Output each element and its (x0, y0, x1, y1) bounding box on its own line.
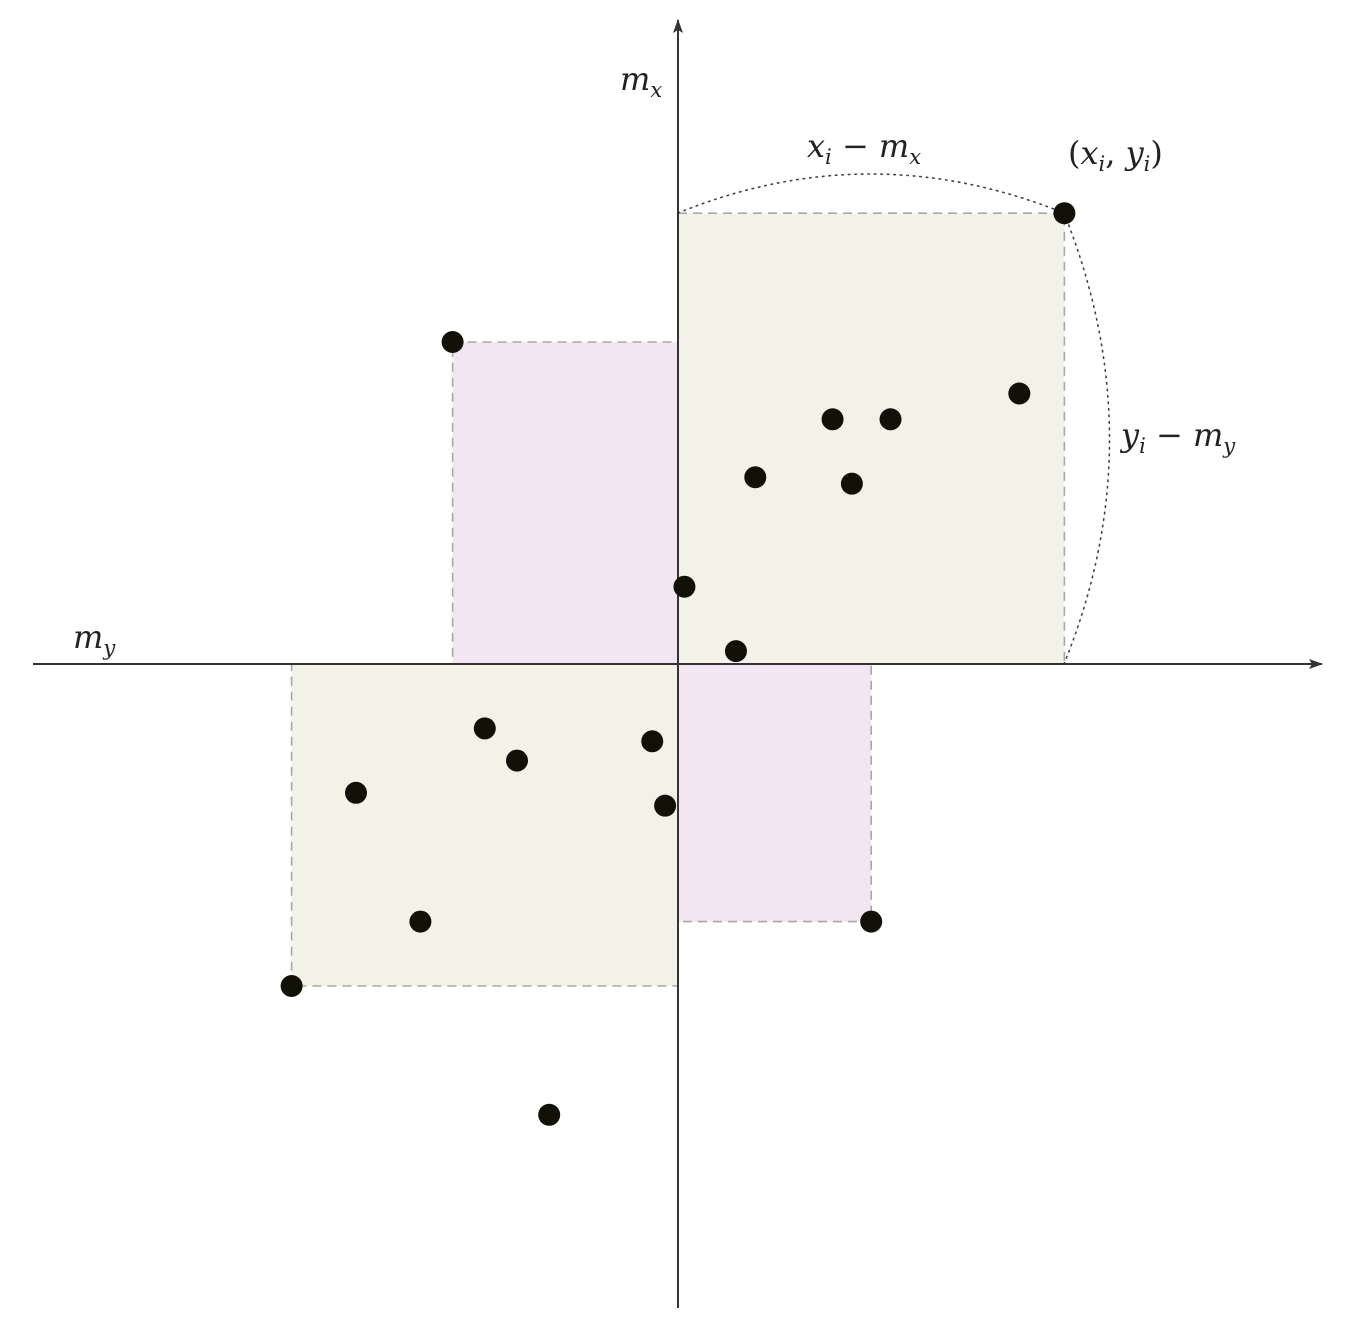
dy-label: yi − my (1119, 416, 1236, 458)
data-point-18 (538, 1103, 561, 1126)
horizontal-axis-label: my (73, 618, 116, 660)
positive-deviation-rect-1 (677, 212, 1066, 665)
vertical-axis-label: mx (620, 60, 662, 102)
data-point-6 (821, 408, 844, 431)
data-point-5 (1008, 382, 1031, 405)
data-point-16 (654, 794, 677, 817)
highlighted-point (1053, 202, 1076, 225)
data-point-17 (409, 910, 432, 933)
data-point-8 (744, 466, 767, 489)
data-point-11 (724, 640, 747, 663)
data-point-2 (441, 331, 464, 353)
dx-label: xi − mx (807, 127, 921, 169)
deviation-rectangles (290, 212, 1066, 987)
data-point-7 (879, 408, 902, 431)
data-point-3 (860, 910, 883, 933)
data-point-9 (840, 472, 863, 495)
dx-dotted-arc (677, 173, 1065, 214)
data-point-13 (506, 749, 528, 772)
data-points (280, 202, 1076, 1126)
dy-dotted-arc (1063, 212, 1111, 665)
positive-deviation-rect-2 (290, 663, 679, 987)
data-point-4 (280, 975, 303, 997)
negative-deviation-rect-3 (451, 341, 679, 665)
data-point-12 (473, 717, 496, 740)
point-label: (xi, yi) (1068, 134, 1163, 176)
negative-deviation-rect-4 (677, 663, 872, 923)
data-point-14 (641, 730, 664, 753)
data-point-10 (673, 575, 696, 598)
data-point-15 (345, 781, 367, 804)
